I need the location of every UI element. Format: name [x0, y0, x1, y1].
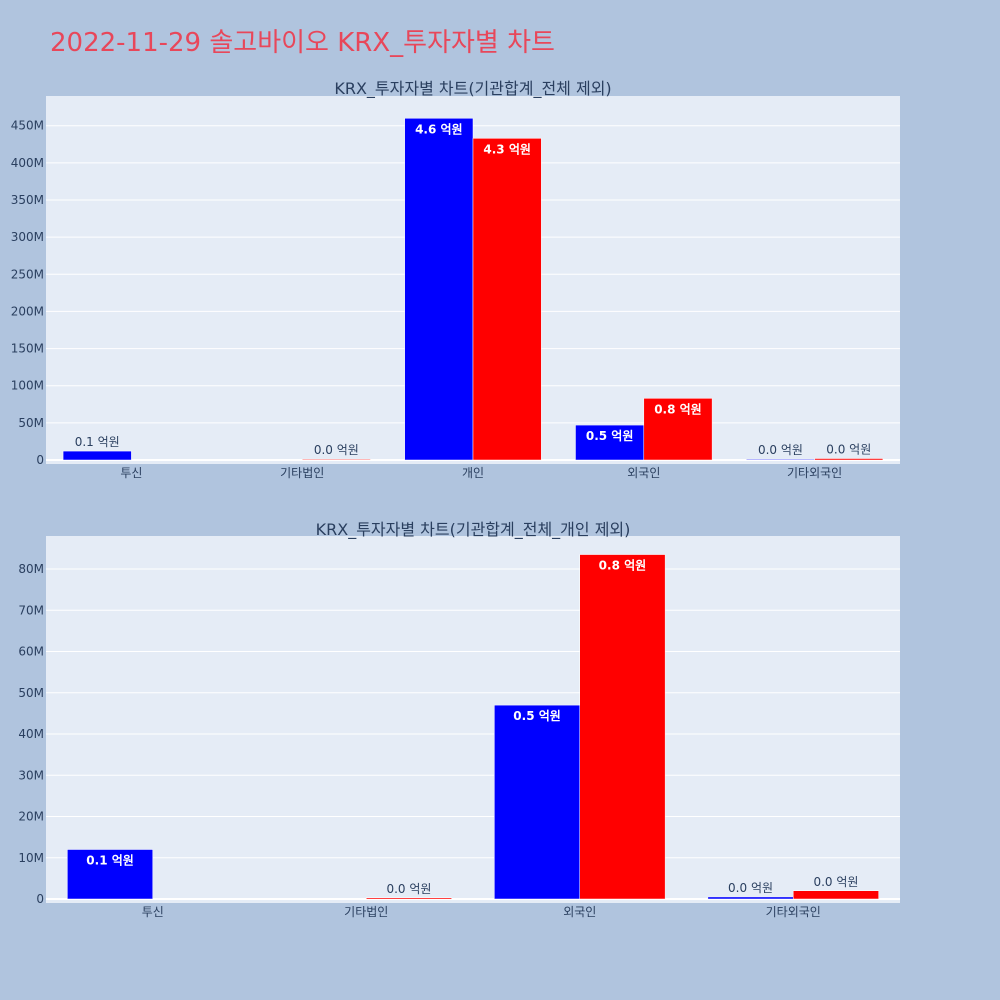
data-label: 0.8 억원 — [654, 402, 702, 416]
bar — [643, 398, 713, 461]
data-label: 0.5 억원 — [513, 709, 561, 723]
bar — [707, 896, 794, 900]
y-tick-label: 40M — [18, 727, 44, 741]
data-label: 0.0 억원 — [386, 882, 431, 896]
y-tick-label: 200M — [11, 304, 44, 318]
chart-title-1: KRX_투자자별 차트(기관합계_전체 제외) — [334, 79, 611, 99]
y-tick-label: 50M — [18, 686, 44, 700]
bar — [793, 890, 879, 900]
data-label: 0.1 억원 — [86, 854, 134, 868]
page-title: 2022-11-29 솔고바이오 KRX_투자자별 차트 — [50, 28, 555, 58]
data-label: 0.5 억원 — [586, 429, 634, 443]
y-tick-label: 70M — [18, 603, 44, 617]
y-tick-label: 50M — [18, 416, 44, 430]
y-tick-label: 80M — [18, 562, 44, 576]
y-tick-label: 350M — [11, 193, 44, 207]
x-tick-label: 투신 — [120, 466, 142, 480]
data-label: 0.0 억원 — [826, 443, 871, 457]
x-tick-label: 기타법인 — [280, 466, 324, 480]
bar — [67, 849, 153, 900]
data-label: 0.0 억원 — [728, 881, 773, 895]
bar — [494, 704, 581, 900]
y-tick-label: 300M — [11, 230, 44, 244]
data-label: 0.0 억원 — [314, 443, 359, 457]
bar — [472, 138, 542, 461]
bar — [579, 554, 666, 900]
bar — [575, 424, 645, 461]
data-label: 0.0 억원 — [813, 875, 858, 889]
y-tick-label: 250M — [11, 267, 44, 281]
y-tick-label: 0 — [36, 453, 44, 467]
y-tick-label: 60M — [18, 645, 44, 659]
y-tick-label: 450M — [11, 119, 44, 133]
x-tick-label: 기타법인 — [344, 905, 388, 919]
y-tick-label: 150M — [11, 342, 44, 356]
bar — [366, 897, 452, 900]
bar — [746, 458, 815, 461]
x-tick-label: 기타외국인 — [766, 905, 821, 919]
data-label: 0.8 억원 — [599, 559, 647, 573]
data-label: 4.6 억원 — [415, 122, 463, 136]
x-tick-label: 투신 — [142, 905, 164, 919]
x-tick-label: 기타외국인 — [787, 466, 842, 480]
x-tick-label: 외국인 — [563, 905, 596, 919]
plot-area-2 — [46, 536, 900, 903]
bar — [814, 458, 884, 461]
y-tick-label: 10M — [18, 851, 44, 865]
y-tick-label: 0 — [36, 892, 44, 906]
bar — [404, 118, 474, 461]
x-tick-label: 외국인 — [627, 466, 660, 480]
chart-title-2: KRX_투자자별 차트(기관합계_전체_개인 제외) — [316, 520, 631, 540]
x-tick-label: 개인 — [462, 466, 484, 480]
y-tick-label: 20M — [18, 810, 44, 824]
bar — [62, 450, 132, 461]
data-label: 0.1 억원 — [75, 435, 120, 449]
data-label: 4.3 억원 — [483, 142, 531, 156]
y-tick-label: 400M — [11, 156, 44, 170]
data-label: 0.0 억원 — [758, 443, 803, 457]
bar — [301, 458, 371, 461]
y-tick-label: 100M — [11, 379, 44, 393]
y-tick-label: 30M — [18, 768, 44, 782]
